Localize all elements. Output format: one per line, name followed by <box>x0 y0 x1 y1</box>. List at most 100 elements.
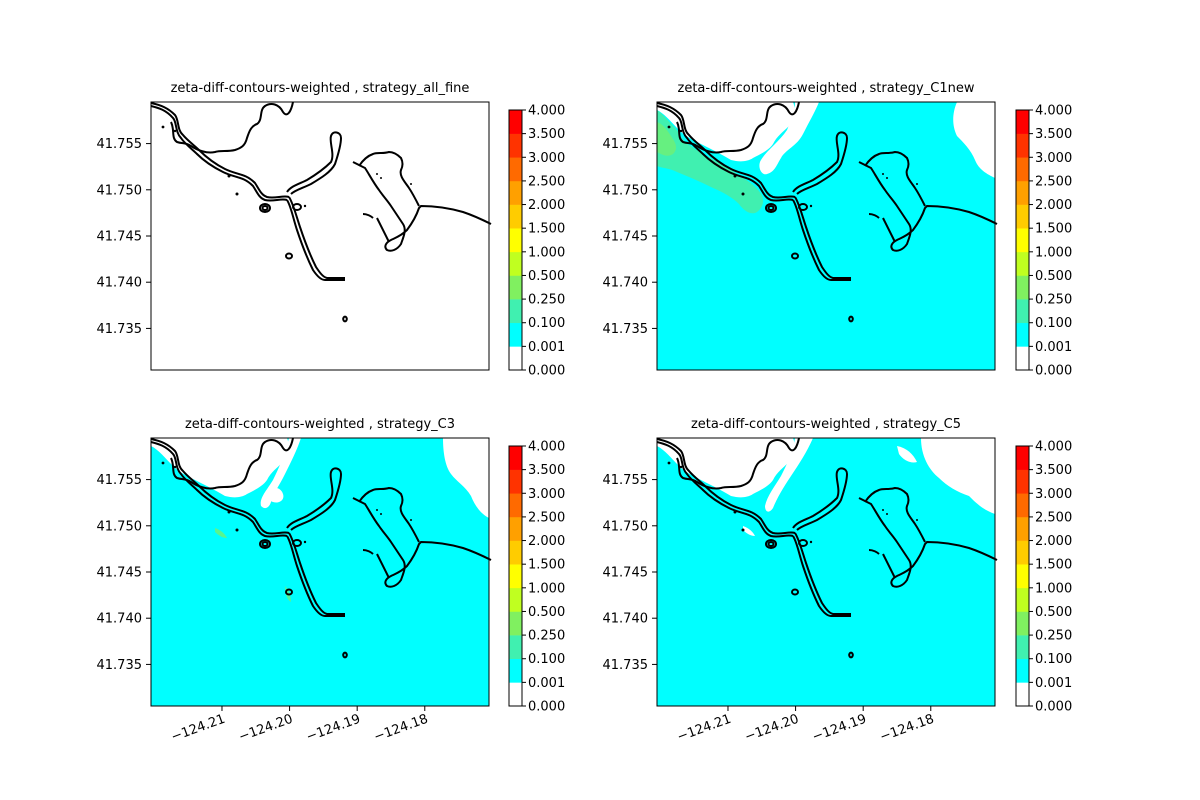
colorbar-segment <box>1016 564 1029 589</box>
colorbar-segment <box>509 446 522 470</box>
fill-layer-2 <box>657 102 995 214</box>
colorbar-tick-label: 1.500 <box>1035 558 1072 573</box>
colorbar-segment <box>509 587 522 612</box>
y-tick-label: 41.735 <box>97 322 143 337</box>
colorbar-segment <box>1016 540 1029 565</box>
y-tick-label: 41.735 <box>603 322 649 337</box>
subplot-title: zeta-diff-contours-weighted , strategy_a… <box>171 81 470 96</box>
fill-layer-3 <box>151 438 489 602</box>
colorbar-segment <box>509 540 522 565</box>
colorbar-2: 0.000 0.001 0.100 0.250 0.500 1.000 1.500 2.000… <box>1015 104 1072 379</box>
colorbar-segment <box>1016 322 1029 347</box>
colorbar-segment <box>509 228 522 253</box>
colorbar-segment <box>509 157 522 182</box>
subplot-1 <box>150 101 492 371</box>
colorbar-segment <box>1016 251 1029 276</box>
colorbar-tick-label: 0.001 <box>1035 676 1072 691</box>
colorbar-segment <box>509 469 522 494</box>
colorbar-tick-label: 3.500 <box>528 127 565 142</box>
colorbar-tick-label: 0.250 <box>1035 629 1072 644</box>
colorbar-tick-label: 3.000 <box>1035 151 1072 166</box>
y-tick-label: 41.740 <box>97 612 143 627</box>
colorbar-tick-label: 0.001 <box>1035 340 1072 355</box>
colorbar-tick-label: 0.100 <box>528 652 565 667</box>
colorbar-tick-label: 0.500 <box>528 269 565 284</box>
colorbar-segment <box>509 180 522 205</box>
x-tick-label: −124.18 <box>878 712 936 745</box>
y-tick-label: 41.745 <box>97 566 143 581</box>
colorbar-tick-label: 0.000 <box>528 700 565 715</box>
y-tick-label: 41.740 <box>97 276 143 291</box>
colorbar-tick-label: 1.500 <box>1035 222 1072 237</box>
x-tick-label: −124.19 <box>810 712 868 745</box>
colorbar-segment <box>1016 204 1029 229</box>
colorbar-segment <box>509 493 522 518</box>
colorbar-tick-label: 1.000 <box>1035 245 1072 260</box>
colorbar-segment <box>1016 275 1029 300</box>
y-tick-label: 41.755 <box>97 137 143 152</box>
colorbar-frame <box>508 445 523 707</box>
colorbar-tick-label: 0.250 <box>528 293 565 308</box>
colorbar-tick-label: 0.001 <box>528 676 565 691</box>
colorbar-1: 0.000 0.001 0.100 0.250 0.500 1.000 1.500 2.000… <box>508 104 565 379</box>
x-tick-label: −124.19 <box>304 712 362 745</box>
colorbar-tick-label: 2.000 <box>528 198 565 213</box>
colorbar-frame <box>508 109 523 371</box>
plot-area-1 <box>151 102 489 370</box>
colorbar-tick-label: 0.500 <box>1035 605 1072 620</box>
colorbar-segment <box>1016 516 1029 541</box>
colorbar-frame <box>1015 109 1030 371</box>
y-tick-label: 41.735 <box>97 658 143 673</box>
colorbar-segment <box>509 204 522 229</box>
y-tick-label: 41.755 <box>603 473 649 488</box>
colorbar-tick-label: 0.500 <box>528 605 565 620</box>
colorbar-segment <box>509 133 522 158</box>
y-tick-label: 41.745 <box>603 230 649 245</box>
colorbar-tick-label: 4.000 <box>528 440 565 455</box>
colorbar-segment <box>509 611 522 636</box>
colorbar-tick-label: 1.000 <box>528 581 565 596</box>
colorbar-tick-label: 1.000 <box>528 245 565 260</box>
colorbar-tick-label: 0.000 <box>528 364 565 379</box>
y-tick-label: 41.750 <box>97 183 143 198</box>
colorbar-segment <box>1016 469 1029 494</box>
colorbar-tick-label: 0.001 <box>528 340 565 355</box>
subplot-title: zeta-diff-contours-weighted , strategy_C… <box>691 417 961 432</box>
colorbar-segment <box>509 516 522 541</box>
colorbar-segment <box>1016 611 1029 636</box>
colorbar-tick-label: 2.000 <box>1035 198 1072 213</box>
colorbar-segment <box>509 322 522 347</box>
x-tick-label: −124.18 <box>372 712 430 745</box>
colorbar-segment <box>1016 110 1029 134</box>
colorbar-segment <box>509 275 522 300</box>
colorbar-segment <box>1016 446 1029 470</box>
colorbar-segment <box>1016 493 1029 518</box>
subplot-4 <box>656 437 998 707</box>
y-tick-label: 41.745 <box>97 230 143 245</box>
y-tick-label: 41.735 <box>603 658 649 673</box>
colorbar-segment <box>509 682 522 707</box>
colorbar-segment <box>509 635 522 660</box>
colorbar-tick-label: 3.500 <box>1035 463 1072 478</box>
x-tick-label: −124.21 <box>169 712 227 745</box>
colorbar-tick-label: 2.500 <box>1035 174 1072 189</box>
colorbar-segment <box>509 658 522 683</box>
colorbar-3: 0.000 0.001 0.100 0.250 0.500 1.000 1.500 2.000… <box>508 440 565 715</box>
colorbar-tick-label: 4.000 <box>1035 440 1072 455</box>
colorbar-segment <box>1016 635 1029 660</box>
colorbar-tick-label: 0.000 <box>1035 364 1072 379</box>
colorbar-segment <box>509 110 522 134</box>
colorbar-tick-label: 0.250 <box>528 629 565 644</box>
colorbar-tick-label: 0.000 <box>1035 700 1072 715</box>
colorbar-segment <box>1016 133 1029 158</box>
colorbar-4: 0.000 0.001 0.100 0.250 0.500 1.000 1.500 2.000… <box>1015 440 1072 715</box>
subplot-title: zeta-diff-contours-weighted , strategy_C… <box>185 417 455 432</box>
colorbar-tick-label: 2.000 <box>528 534 565 549</box>
colorbar-segment <box>509 251 522 276</box>
colorbar-segment <box>509 564 522 589</box>
subplot-3 <box>150 437 492 707</box>
colorbar-tick-label: 1.500 <box>528 222 565 237</box>
colorbar-segment <box>1016 346 1029 371</box>
colorbar-tick-label: 1.000 <box>1035 581 1072 596</box>
